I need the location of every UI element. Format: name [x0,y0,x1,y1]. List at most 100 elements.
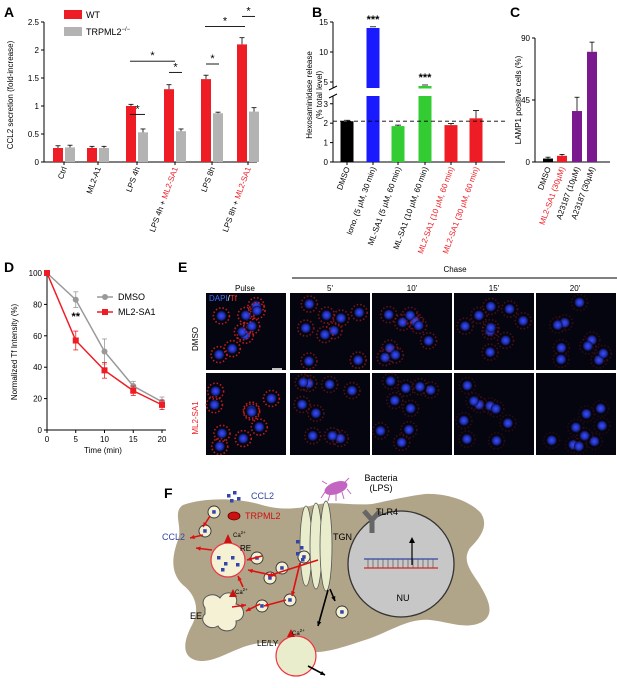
tf-signal [316,325,334,344]
legend-ko-swatch [64,27,82,36]
early-endosome [202,592,244,632]
nucleus-dapi [297,399,308,410]
chart-a-ytick-label: 2 [35,46,40,55]
tf-signal [236,326,255,345]
vesicle-cargo [212,510,216,514]
nucleus-dapi [214,349,225,360]
tf-signal [458,430,476,448]
arrow-head [246,607,251,611]
tf-signal [401,306,419,325]
micrograph-tile [290,373,370,455]
bacteria-label: Bacteria [364,473,397,483]
tf-signal [234,429,253,448]
bar-c [543,158,553,162]
chart-d-legend: DMSO ML2-SA1 [97,292,156,317]
chart-a-xtick-label: ML2-A1 [85,165,103,195]
chart-a-marks: 0 0.5 1 1.5 2 2.5 Ctrl ML2-A1 LPS 4h LPS 4h + ML2… [28,5,259,233]
tf-signal [206,382,225,400]
tf-signal [570,437,588,456]
nucleus-dapi [502,418,513,429]
ee-label: EE [190,611,202,621]
panel-e: E Chase Pulse 5' 10' 15' 20' DMSO ML2-SA… [178,259,617,456]
nucleus-dapi [214,441,225,452]
micrograph-tile [454,373,534,455]
tgn-ccl2-cargo [296,540,305,562]
bar-wt [87,148,97,162]
arrow-head [320,670,325,675]
tf-signal [570,293,589,312]
transport-vesicles [198,505,349,619]
nucleus-dapi [307,430,318,441]
nucleus-dapi [210,386,221,397]
micrograph-tile [371,372,452,455]
arrow-head [237,576,242,581]
tf-signal [385,391,404,410]
chart-b-ytick-label: 1 [324,139,329,148]
arrow-head [248,568,253,574]
nucleus-dapi [556,342,567,353]
stain-sep: / [228,294,231,303]
nucleus-dapi [335,433,346,444]
nucleus-dapi [458,415,469,426]
bar-ko [213,113,223,162]
tf-signal [300,295,319,313]
nucleus-dapi [414,381,425,392]
row-label-dmso: DMSO [191,327,200,351]
chart-a-legend: WT TRPML2−/− [64,10,131,37]
arrow-shaft [291,562,301,597]
nucleus-dapi [518,315,529,326]
nucleus-dapi [217,428,228,439]
tf-signal [514,312,532,330]
tf-signal [212,307,231,325]
tf-signal [397,379,415,397]
re-label: RE [240,544,251,553]
tf-signal [465,392,483,410]
row-label-ml2sa1: ML2-SA1 [191,401,200,435]
micrograph-tile [372,293,452,370]
bar-ko [176,131,186,162]
nucleus-dapi [385,376,396,387]
tf-signal [496,331,515,350]
vesicle-cargo [280,566,284,570]
arrow-head [190,534,195,540]
nucleus-dapi [574,297,585,308]
panel-e-label: E [178,259,187,275]
chart-d-ytick-label: 0 [38,426,43,435]
sig-marker: * [246,5,251,17]
point-dmso [101,348,108,355]
tf-signal [262,389,281,408]
tf-signal [590,351,608,369]
ccl2-secreted-label: CCL2 [162,532,185,542]
sig-marker: * [223,15,228,27]
chart-d-xtick-label: 10 [100,435,109,444]
tf-signal [482,297,500,316]
chart-d-ytick-label: 100 [29,269,43,278]
bar-wt [164,89,174,162]
bar-b-top [366,28,380,88]
nucleus-dapi [573,441,584,452]
le-trpml2-channel [287,629,295,637]
arrow-head [331,596,336,601]
chart-b-xtick-label: DMSO [335,166,352,192]
tf-signal [332,309,350,327]
nucleus-dapi [252,305,263,316]
panel-b-label: B [312,4,322,20]
bar-b [391,126,405,162]
chart-d-xtick-label: 0 [45,435,50,444]
nucleus-dapi [209,399,220,410]
panel-b: B Hexosaminidase release (% total level)… [305,4,505,255]
tf-signal [552,338,571,357]
nucleus-dapi [375,425,386,436]
tf-signal [293,395,311,414]
tf-signal [317,306,336,324]
tf-signal [205,395,224,414]
stain-label: DAPI/Tf [209,294,238,303]
chart-d-xlabel: Time (min) [84,446,122,455]
tf-signal [248,301,266,320]
xtick-text: LPS 8h + [221,197,242,233]
panel-d-label: D [4,259,14,275]
tf-signal [542,431,561,450]
tf-signal [323,427,342,445]
